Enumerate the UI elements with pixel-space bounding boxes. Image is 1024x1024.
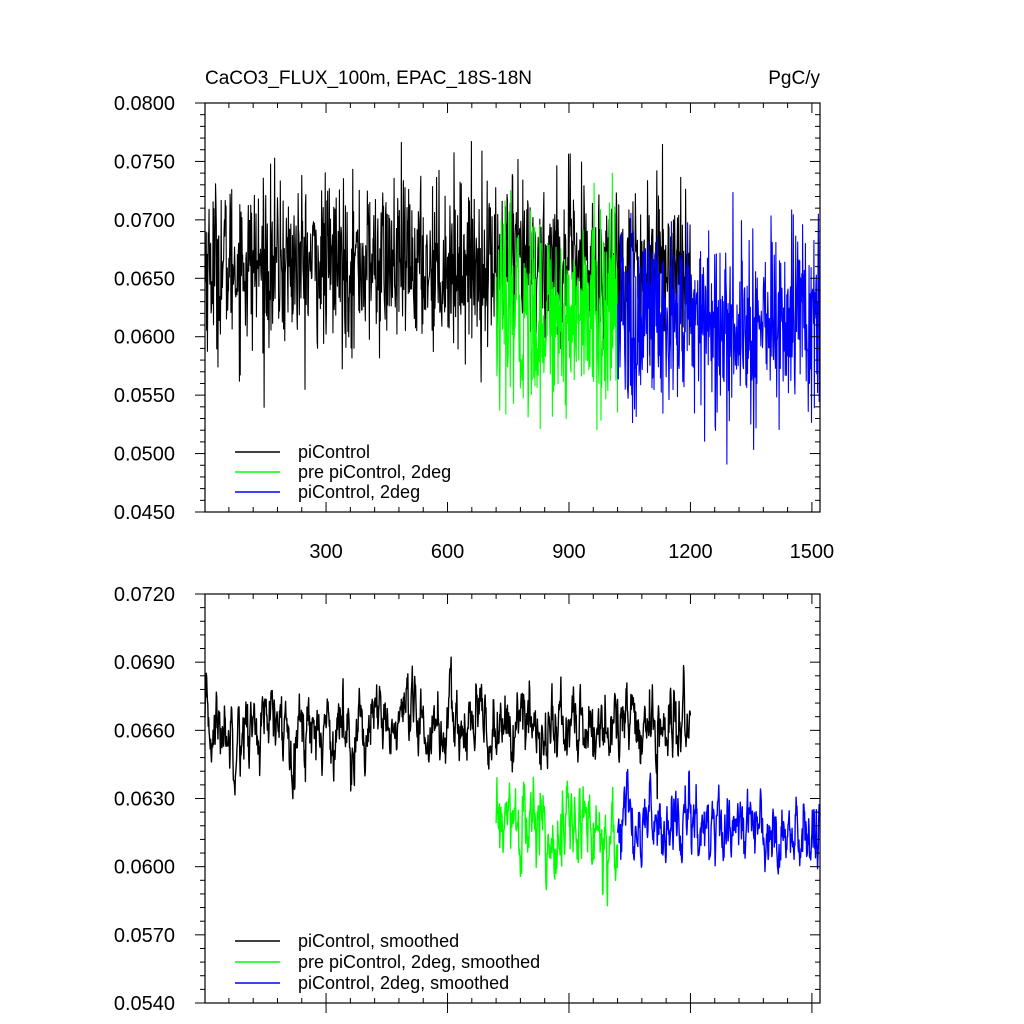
top-chart-frame <box>204 102 821 513</box>
top-legend-label: piControl, 2deg <box>298 482 420 502</box>
bottom-legend-label: piControl, 2deg, smoothed <box>298 973 509 993</box>
top-y-tick-label: 0.0800 <box>114 93 175 115</box>
top-x-tick-label: 1200 <box>668 541 713 563</box>
bottom-y-tick-label: 0.0570 <box>114 925 175 947</box>
bottom-series-picontrol-smoothed-line <box>204 656 692 800</box>
top-chart-title: CaCO3_FLUX_100m, EPAC_18S-18N <box>205 68 532 89</box>
top-series-pre-picontrol-2deg-line <box>495 172 619 431</box>
top-x-tick-label: 1500 <box>790 541 835 563</box>
top-legend-label: pre piControl, 2deg <box>298 462 451 482</box>
top-x-tick-label: 300 <box>309 541 342 563</box>
top-y-tick-label: 0.0750 <box>114 151 175 173</box>
top-chart-units: PgC/y <box>768 68 820 89</box>
top-y-tick-label: 0.0450 <box>114 502 175 524</box>
top-y-tick-label: 0.0550 <box>114 385 175 407</box>
top-series-picontrol-2deg-line <box>617 192 821 465</box>
bottom-series-pre-picontrol-2deg-smoothed-line <box>495 776 619 907</box>
top-y-tick-label: 0.0500 <box>114 444 175 466</box>
bottom-chart-panel: 0.0540 0.0570 0.0600 0.0630 0.0660 0.0690 0.07… <box>114 584 821 1015</box>
bottom-y-tick-label: 0.0690 <box>114 652 175 674</box>
bottom-legend-label: piControl, smoothed <box>298 931 459 951</box>
bottom-series-picontrol-2deg-smoothed-line <box>616 768 821 875</box>
bottom-y-tick-label: 0.0660 <box>114 720 175 742</box>
top-legend-label: piControl <box>298 442 370 462</box>
bottom-legend-label: pre piControl, 2deg, smoothed <box>298 952 540 972</box>
top-y-tick-label: 0.0700 <box>114 210 175 232</box>
top-chart-panel: CaCO3_FLUX_100m, EPAC_18S-18N PgC/y 300 6… <box>114 68 834 563</box>
bottom-y-tick-label: 0.0720 <box>114 584 175 606</box>
top-x-tick-label: 900 <box>552 541 585 563</box>
bottom-y-tick-label: 0.0630 <box>114 789 175 811</box>
bottom-chart-series-group <box>204 656 821 907</box>
bottom-y-tick-label: 0.0600 <box>114 857 175 879</box>
top-y-tick-label: 0.0650 <box>114 268 175 290</box>
top-x-tick-label: 600 <box>431 541 464 563</box>
bottom-chart-ticks: 0.0540 0.0570 0.0600 0.0630 0.0660 0.0690 0.07… <box>114 584 820 1015</box>
top-chart-series-group <box>204 141 821 465</box>
bottom-y-tick-label: 0.0540 <box>114 993 175 1015</box>
top-chart-ticks: 300 600 900 1200 1500 0.0450 0.0500 0.0550 0.060… <box>114 93 834 563</box>
top-y-tick-label: 0.0600 <box>114 327 175 349</box>
